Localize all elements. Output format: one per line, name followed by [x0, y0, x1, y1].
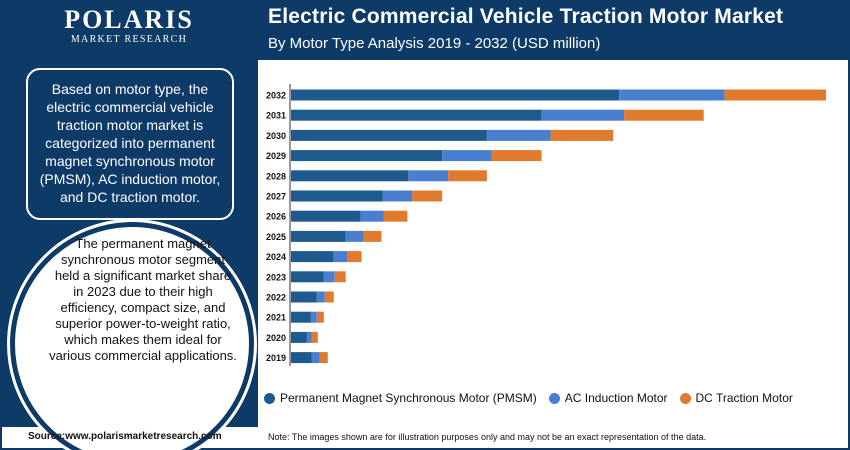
polaris-logo: POLARIS MARKET RESEARCH: [0, 6, 258, 46]
bar-2020-series-0: [291, 331, 307, 343]
bar-2031-series-1: [541, 109, 625, 121]
y-tick-label-2025: 2025: [266, 232, 286, 242]
bar-chart: 2032 2031 2030 2029 2028 2027 2026 2025 2024 2023…: [266, 84, 827, 366]
bar-2029-series-0: [291, 150, 443, 162]
legend-label-1: AC Induction Motor: [564, 391, 668, 405]
legend-swatch-1: [548, 392, 560, 404]
logo-tagline: MARKET RESEARCH: [70, 34, 188, 45]
bar-2030-series-2: [550, 129, 614, 141]
y-tick-label-2032: 2032: [266, 91, 286, 101]
y-tick-label-2026: 2026: [266, 212, 286, 222]
y-tick-label-2031: 2031: [266, 111, 286, 121]
bar-2031-series-2: [624, 109, 704, 121]
highlight-circle: [7, 219, 257, 450]
bar-2030-series-0: [291, 129, 487, 141]
intro-text-box: Based on motor type, the electric commer…: [26, 68, 234, 220]
bar-2029-series-2: [491, 150, 542, 162]
bar-2025-series-1: [345, 230, 364, 242]
chart-header: Electric Commercial Vehicle Traction Mot…: [258, 0, 850, 60]
bar-2019-series-0: [291, 352, 312, 364]
chart-legend: Permanent Magnet Synchronous Motor (PMSM…: [264, 389, 805, 407]
y-tick-label-2022: 2022: [266, 293, 286, 303]
bar-2026-series-2: [383, 210, 408, 222]
bar-2028-series-0: [291, 170, 409, 182]
bar-2029-series-1: [442, 150, 492, 162]
y-tick-label-2029: 2029: [266, 151, 286, 161]
bar-2027-series-0: [291, 190, 383, 202]
bar-2028-series-1: [408, 170, 449, 182]
y-tick-label-2028: 2028: [266, 171, 286, 181]
y-tick-label-2023: 2023: [266, 272, 286, 282]
legend-item-0: Permanent Magnet Synchronous Motor (PMSM…: [264, 391, 537, 405]
bar-2026-series-0: [291, 210, 361, 222]
legend-item-1: AC Induction Motor: [548, 391, 668, 405]
bar-2020-series-1: [306, 331, 312, 343]
disclaimer-note: Note: The images shown are for illustrat…: [268, 432, 707, 442]
legend-label-0: Permanent Magnet Synchronous Motor (PMSM…: [280, 391, 537, 405]
bar-2026-series-1: [360, 210, 384, 222]
bar-2023-series-0: [291, 271, 324, 283]
bar-2022-series-1: [316, 291, 325, 303]
bar-2023-series-1: [323, 271, 335, 283]
legend-swatch-0: [264, 392, 275, 404]
y-tick-label-2030: 2030: [266, 131, 286, 141]
bar-2030-series-1: [486, 129, 551, 141]
bar-2027-series-2: [412, 190, 443, 202]
chart-title: Electric Commercial Vehicle Traction Mot…: [268, 5, 784, 28]
y-tick-label-2027: 2027: [266, 192, 286, 202]
bar-2028-series-2: [448, 170, 487, 182]
chart-subtitle: By Motor Type Analysis 2019 - 2032 (USD …: [268, 35, 601, 52]
bar-2032-series-2: [724, 89, 827, 101]
bar-2019-series-1: [311, 352, 320, 364]
bar-2022-series-2: [324, 291, 334, 303]
bar-2024-series-2: [347, 251, 362, 263]
bar-2022-series-0: [291, 291, 317, 303]
y-tick-label-2024: 2024: [266, 252, 286, 262]
bar-2021-series-1: [310, 311, 317, 323]
bar-2027-series-1: [382, 190, 413, 202]
legend-item-2: DC Traction Motor: [679, 391, 793, 405]
legend-label-2: DC Traction Motor: [695, 391, 793, 405]
bar-2025-series-2: [363, 230, 382, 242]
bar-2024-series-0: [291, 251, 334, 263]
bar-2032-series-1: [619, 89, 725, 101]
bar-2032-series-0: [291, 89, 620, 101]
bar-2021-series-0: [291, 311, 311, 323]
highlight-circle-text: The permanent magnet synchronous motor s…: [49, 236, 237, 363]
bar-2021-series-2: [316, 311, 324, 323]
legend-swatch-2: [679, 392, 691, 404]
bar-2024-series-1: [333, 251, 348, 263]
y-tick-label-2021: 2021: [266, 313, 286, 323]
bar-2031-series-0: [291, 109, 542, 121]
source-text: Source:www.polarismarketresearch.com: [28, 431, 222, 442]
logo-wordmark: POLARIS: [64, 5, 194, 34]
y-tick-label-2020: 2020: [266, 333, 286, 343]
bar-2023-series-2: [334, 271, 346, 283]
bar-2019-series-2: [319, 352, 328, 364]
bar-2025-series-0: [291, 230, 346, 242]
bar-2020-series-2: [311, 331, 318, 343]
y-tick-label-2019: 2019: [266, 353, 286, 363]
